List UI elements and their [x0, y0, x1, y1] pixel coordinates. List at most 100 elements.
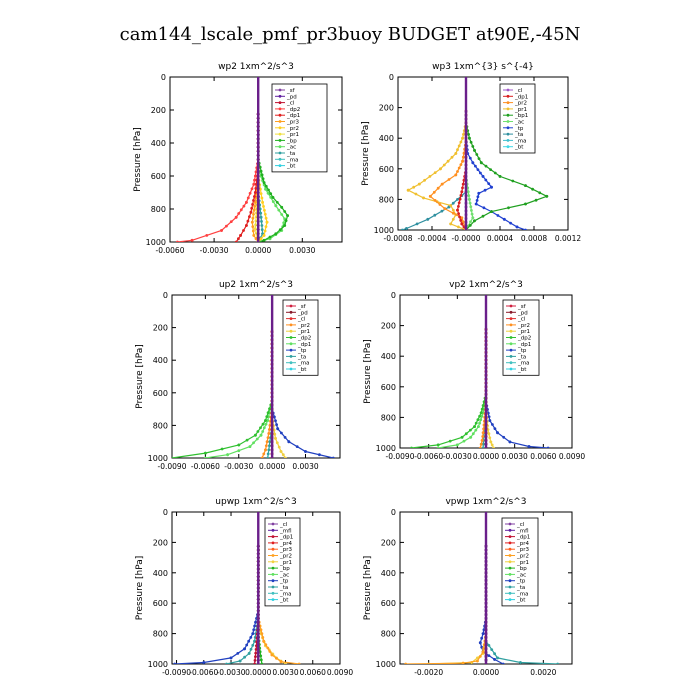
series-marker [451, 217, 455, 221]
legend-label: _pr3 [279, 547, 293, 553]
series-marker [295, 445, 299, 448]
series-marker [414, 192, 418, 196]
legend-label: _tp [279, 579, 289, 585]
legend-label: _sf [297, 304, 307, 310]
series-marker [254, 182, 258, 186]
series-marker [471, 216, 475, 220]
x-tick-label: -0.0060 [191, 462, 220, 471]
legend-label: _cl [516, 522, 525, 528]
legend-label: _ac [516, 572, 526, 578]
legend-marker [278, 157, 282, 161]
series-marker [259, 237, 263, 241]
series-marker [253, 227, 257, 231]
series-marker [268, 440, 272, 444]
y-tick-label: 600 [153, 389, 168, 398]
series-marker [304, 450, 307, 453]
legend-label: _pr1 [514, 107, 527, 113]
series-marker [254, 655, 257, 659]
series-marker [281, 453, 285, 457]
series-marker [172, 456, 174, 458]
series-marker [254, 223, 257, 227]
chart-panel-vp2: vp2 1xm^2/s^3 Pressure [hPa] 0 200 400 600 800… [363, 280, 585, 461]
series-marker [176, 240, 179, 242]
legend-marker [509, 310, 513, 314]
series-marker [423, 178, 426, 182]
chart-panel-up2: up2 1xm^2/s^3 Pressure [hPa] 0 200 400 600 800… [135, 280, 341, 471]
series-marker [459, 194, 463, 197]
series-marker [469, 205, 473, 209]
legend-label: _pr1 [286, 132, 299, 138]
series-marker [515, 225, 519, 229]
chart-panel-wp3: wp3 1xm^{3} s^{-4} Pressure [hPa] 0 200 400 6… [361, 62, 581, 243]
legend-marker [508, 554, 512, 557]
series-marker [477, 157, 481, 161]
y-tick-label: 400 [153, 356, 168, 365]
series-marker [545, 194, 549, 198]
y-tick-label: 800 [153, 421, 168, 430]
series-marker [250, 187, 254, 191]
y-tick-label: 200 [381, 322, 396, 331]
legend-marker [289, 310, 293, 314]
legend-label: _bt [514, 145, 524, 151]
series-marker [460, 190, 464, 194]
series-marker [451, 211, 455, 215]
series-marker [448, 439, 452, 443]
series-marker [462, 178, 466, 182]
series-marker [265, 415, 269, 418]
series-marker [264, 419, 267, 422]
series-marker [277, 208, 281, 212]
legend-label: _dp1 [516, 535, 530, 541]
series-marker [280, 431, 283, 435]
series-marker [458, 197, 462, 201]
series-marker [404, 662, 408, 664]
legend-marker [506, 94, 510, 98]
series-marker [266, 436, 270, 439]
legend-marker [506, 126, 510, 130]
series-marker [469, 220, 472, 224]
series-marker [279, 450, 283, 453]
series-marker [519, 661, 522, 664]
series-marker [251, 216, 255, 220]
series-marker [226, 453, 230, 457]
chart-title: upwp 1xm^2/s^3 [215, 497, 296, 507]
y-axis-label: Pressure [hPa] [363, 339, 373, 404]
series-marker [475, 199, 479, 202]
series-marker [262, 234, 266, 237]
series-marker [266, 411, 270, 415]
series-marker [462, 225, 466, 229]
series-marker [415, 222, 419, 226]
series-marker [469, 140, 473, 144]
series-marker [462, 439, 466, 443]
plot-frame [169, 76, 343, 243]
series-marker [456, 170, 459, 173]
series-marker [468, 156, 472, 160]
series-line-tp [174, 512, 259, 664]
series-marker [461, 136, 464, 140]
series-marker [260, 632, 264, 635]
series-marker [173, 662, 177, 664]
legend-label: _ma [297, 361, 309, 367]
series-marker [477, 425, 480, 428]
series-marker [428, 175, 432, 178]
x-tick-label: 0.0000 [245, 246, 271, 255]
x-tick-label: -0.0060 [414, 452, 443, 461]
legend-label: _pr2 [279, 554, 292, 560]
series-marker [478, 421, 481, 425]
x-tick-label: -0.0008 [384, 234, 413, 243]
legend-label: _ta [297, 354, 306, 360]
series-marker [498, 175, 502, 178]
x-tick-label: 0.0000 [473, 668, 499, 677]
series-marker [251, 632, 255, 635]
series-marker [249, 636, 253, 639]
series-marker [274, 204, 278, 208]
series-marker [251, 225, 255, 229]
legend-label: _pr3 [516, 547, 530, 553]
series-marker [261, 177, 265, 181]
legend-label: _ma [517, 361, 529, 367]
series-marker [493, 171, 497, 175]
x-tick-label: -0.0090 [386, 452, 415, 461]
legend-label: _tp [516, 579, 526, 585]
series-marker [256, 430, 260, 433]
y-tick-label: 600 [379, 165, 394, 174]
series-marker [470, 212, 474, 216]
